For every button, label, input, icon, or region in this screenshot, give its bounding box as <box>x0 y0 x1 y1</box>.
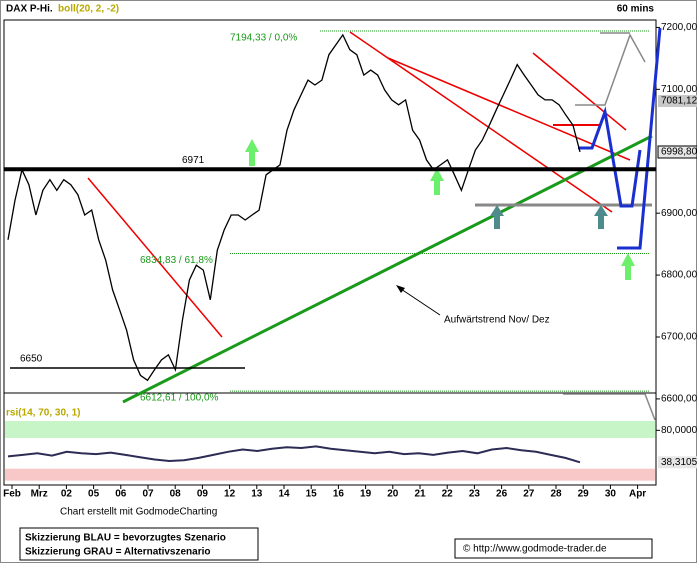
y-tick-label: 7100,00 <box>661 84 697 95</box>
x-tick-label: Feb <box>3 489 21 500</box>
x-tick-label: 27 <box>523 489 535 500</box>
x-tick-label: 20 <box>387 489 399 500</box>
fib-label: 6612,61 / 100,0% <box>140 393 219 404</box>
rsi-panel <box>3 392 657 486</box>
y-tick-label: 6900,00 <box>661 208 697 219</box>
chart-title: DAX P-Hi. <box>6 4 53 15</box>
x-tick-label: 14 <box>278 489 290 500</box>
y-tick-label: 6700,00 <box>661 332 697 343</box>
hline-label: 6971 <box>182 155 205 166</box>
rsi-line <box>7 445 581 464</box>
annotation: Aufwärtstrend Nov/ Dez <box>444 315 550 326</box>
note-box <box>19 527 259 561</box>
y-tick-label: 6800,00 <box>661 270 697 281</box>
price-marker <box>657 145 697 159</box>
note: Skizzierung GRAU = Alternativszenario <box>25 547 211 558</box>
rsi-title: rsi(14, 70, 30, 1) <box>6 408 81 419</box>
x-tick-label: 15 <box>306 489 318 500</box>
overbought-zone <box>5 421 655 438</box>
fib-label: 6834,83 / 61,8% <box>140 255 213 266</box>
x-tick-label: 16 <box>333 489 345 500</box>
note: Skizzierung BLAU = bevorzugtes Szenario <box>25 533 226 544</box>
x-tick-label: 21 <box>414 489 426 500</box>
y-tick-label: 6600,00 <box>661 394 697 405</box>
x-tick-label: 30 <box>605 489 617 500</box>
timeframe: 60 mins <box>617 4 655 15</box>
copyright: © http://www.godmode-trader.de <box>463 544 607 555</box>
price-marker-label: 7081,12 <box>661 96 697 107</box>
rsi-marker <box>658 456 697 469</box>
copyright-box <box>454 538 653 559</box>
price-line <box>7 33 581 382</box>
x-tick-label: 13 <box>251 489 263 500</box>
x-tick-label: Mrz <box>31 489 48 500</box>
x-tick-label: 07 <box>142 489 154 500</box>
x-tick-label: 12 <box>224 489 236 500</box>
x-tick-label: 23 <box>469 489 481 500</box>
x-tick-label: 02 <box>61 489 73 500</box>
y-tick-label: 7200,00 <box>661 22 697 33</box>
x-tick-label: 06 <box>115 489 127 500</box>
price-marker-label: 6998,80 <box>661 147 697 158</box>
x-tick-label: 05 <box>88 489 100 500</box>
x-tick-label: 08 <box>170 489 182 500</box>
x-tick-label: Apr <box>629 489 646 500</box>
x-tick-label: 28 <box>550 489 562 500</box>
sketch <box>87 27 662 421</box>
chart-subtitle: boll(20, 2, -2) <box>58 4 119 15</box>
x-tick-label: 29 <box>578 489 590 500</box>
x-tick-label: 22 <box>442 489 454 500</box>
oversold-zone <box>5 468 655 481</box>
hline-label: 6650 <box>20 354 43 365</box>
price-marker <box>658 95 697 108</box>
x-tick-label: 26 <box>496 489 508 500</box>
fib-label: 7194,33 / 0,0% <box>230 33 297 44</box>
x-tick-label: 19 <box>360 489 372 500</box>
footer: Chart erstellt mit GodmodeCharting <box>60 507 217 518</box>
y-tick-label: 80,0000 <box>661 425 697 436</box>
x-tick-label: 09 <box>197 489 209 500</box>
rsi-marker-label: 38,3105 <box>661 457 697 468</box>
